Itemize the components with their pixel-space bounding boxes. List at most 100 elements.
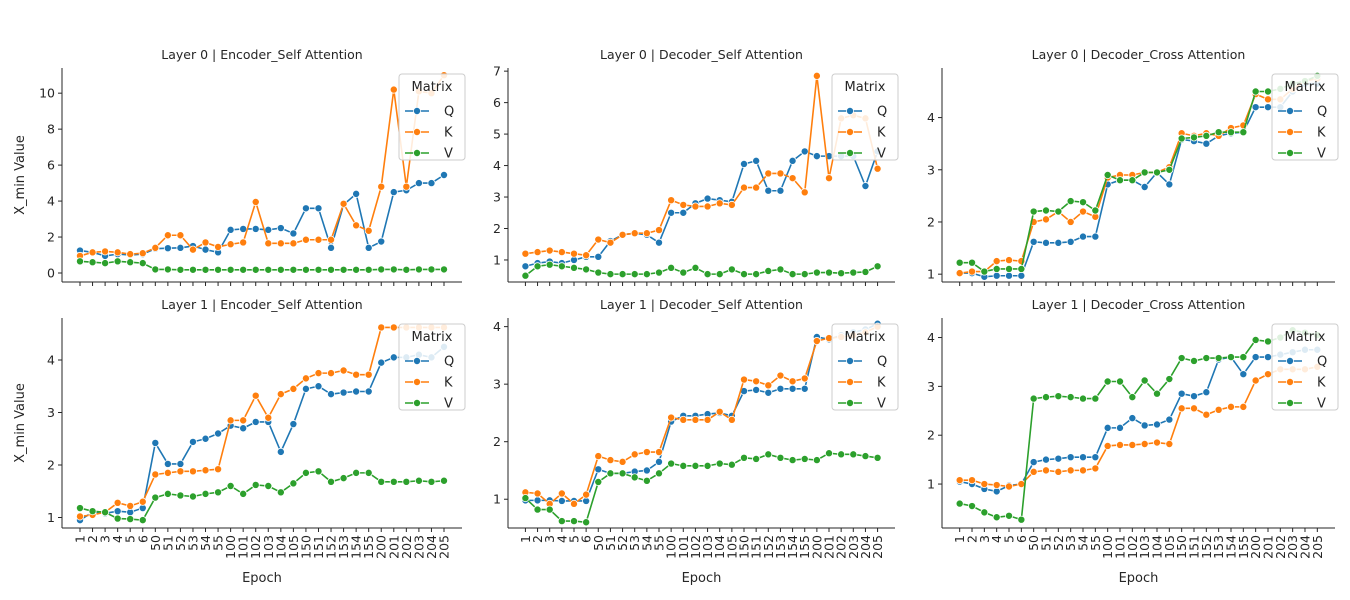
data-point-V [667, 263, 676, 272]
x-tick-label: 6 [1014, 535, 1029, 543]
x-tick-label: 5 [123, 535, 138, 543]
data-point-K [1042, 215, 1051, 224]
data-point-Q [113, 507, 122, 516]
data-point-K [642, 448, 651, 457]
data-point-K [1263, 95, 1272, 104]
data-point-V [533, 505, 542, 514]
data-point-K [545, 246, 554, 255]
data-point-V [1005, 264, 1014, 273]
data-point-V [825, 449, 834, 458]
data-point-K [1005, 256, 1014, 265]
data-point-Q [1017, 271, 1026, 280]
data-point-K [138, 497, 147, 506]
data-point-V [88, 258, 97, 267]
data-point-K [188, 245, 197, 254]
series-line-V [524, 263, 878, 277]
data-point-K [992, 481, 1001, 490]
data-point-K [980, 480, 989, 489]
x-axis-label: Epoch [242, 571, 282, 586]
data-point-V [955, 499, 964, 508]
data-point-K [314, 369, 323, 378]
data-point-V [764, 450, 773, 459]
legend-marker-V [412, 148, 421, 157]
data-point-K [364, 370, 373, 379]
legend-box [398, 73, 466, 161]
data-point-K [289, 384, 298, 393]
data-point-V [1263, 337, 1272, 346]
data-point-K [582, 490, 591, 499]
data-point-K [667, 196, 676, 205]
data-point-V [1140, 376, 1149, 385]
data-point-V [101, 508, 110, 517]
data-point-V [800, 270, 809, 279]
legend-box [1271, 73, 1339, 161]
data-point-V [703, 270, 712, 279]
x-tick-label: 100 [1100, 535, 1115, 559]
y-tick-label: 7 [493, 64, 501, 79]
series-line-V [79, 260, 444, 271]
data-point-K [752, 377, 761, 386]
data-point-K [352, 370, 361, 379]
data-point-Q [1251, 103, 1260, 112]
data-point-V [389, 477, 398, 486]
data-point-V [715, 459, 724, 468]
data-point-K [594, 452, 603, 461]
y-tick-label: 3 [927, 379, 935, 394]
data-point-V [691, 461, 700, 470]
data-point-V [201, 265, 210, 274]
data-point-V [1239, 353, 1248, 362]
data-point-K [339, 366, 348, 375]
data-point-K [113, 498, 122, 507]
x-tick-label: 101 [1113, 535, 1128, 559]
data-point-V [1152, 389, 1161, 398]
legend-marker-K [1286, 127, 1295, 136]
legend-marker-Q [412, 107, 421, 116]
data-point-K [955, 476, 964, 485]
data-point-Q [800, 384, 809, 393]
legend-marker-K [846, 127, 855, 136]
data-point-Q [364, 243, 373, 252]
x-tick-label: 52 [615, 535, 630, 551]
data-point-K [264, 413, 273, 422]
data-point-K [788, 377, 797, 386]
data-point-K [569, 249, 578, 258]
data-point-K [1066, 217, 1075, 226]
data-point-V [88, 507, 97, 516]
data-point-V [968, 502, 977, 511]
data-point-V [1239, 128, 1248, 137]
data-point-V [414, 476, 423, 485]
data-point-Q [703, 194, 712, 203]
x-tick-label: 54 [639, 535, 654, 551]
data-point-Q [752, 156, 761, 165]
data-point-K [776, 169, 785, 178]
x-tick-label: 200 [1248, 535, 1263, 559]
x-tick-label: 54 [1076, 535, 1091, 551]
data-point-V [654, 469, 663, 478]
data-point-V [1128, 393, 1137, 402]
data-point-V [1079, 198, 1088, 207]
data-point-V [176, 265, 185, 274]
x-tick-label: 150 [737, 535, 752, 559]
data-point-V [402, 265, 411, 274]
legend-marker-K [846, 377, 855, 386]
x-tick-label: 51 [603, 535, 618, 551]
legend-label-K: K [877, 376, 886, 391]
data-point-V [545, 505, 554, 514]
data-point-V [618, 270, 627, 279]
data-point-K [1029, 467, 1038, 476]
data-point-V [582, 518, 591, 527]
data-point-K [691, 415, 700, 424]
x-tick-label: 3 [977, 535, 992, 543]
data-point-K [812, 71, 821, 80]
data-point-V [980, 267, 989, 276]
x-tick-label: 55 [1088, 535, 1103, 551]
data-point-K [764, 169, 773, 178]
y-tick-label: 3 [927, 162, 935, 177]
data-point-K [1214, 405, 1223, 414]
data-point-V [812, 268, 821, 277]
legend-label-Q: Q [444, 355, 454, 370]
legend-label-V: V [1317, 397, 1326, 412]
data-point-V [569, 263, 578, 272]
data-point-K [788, 174, 797, 183]
x-tick-label: 6 [579, 535, 594, 543]
